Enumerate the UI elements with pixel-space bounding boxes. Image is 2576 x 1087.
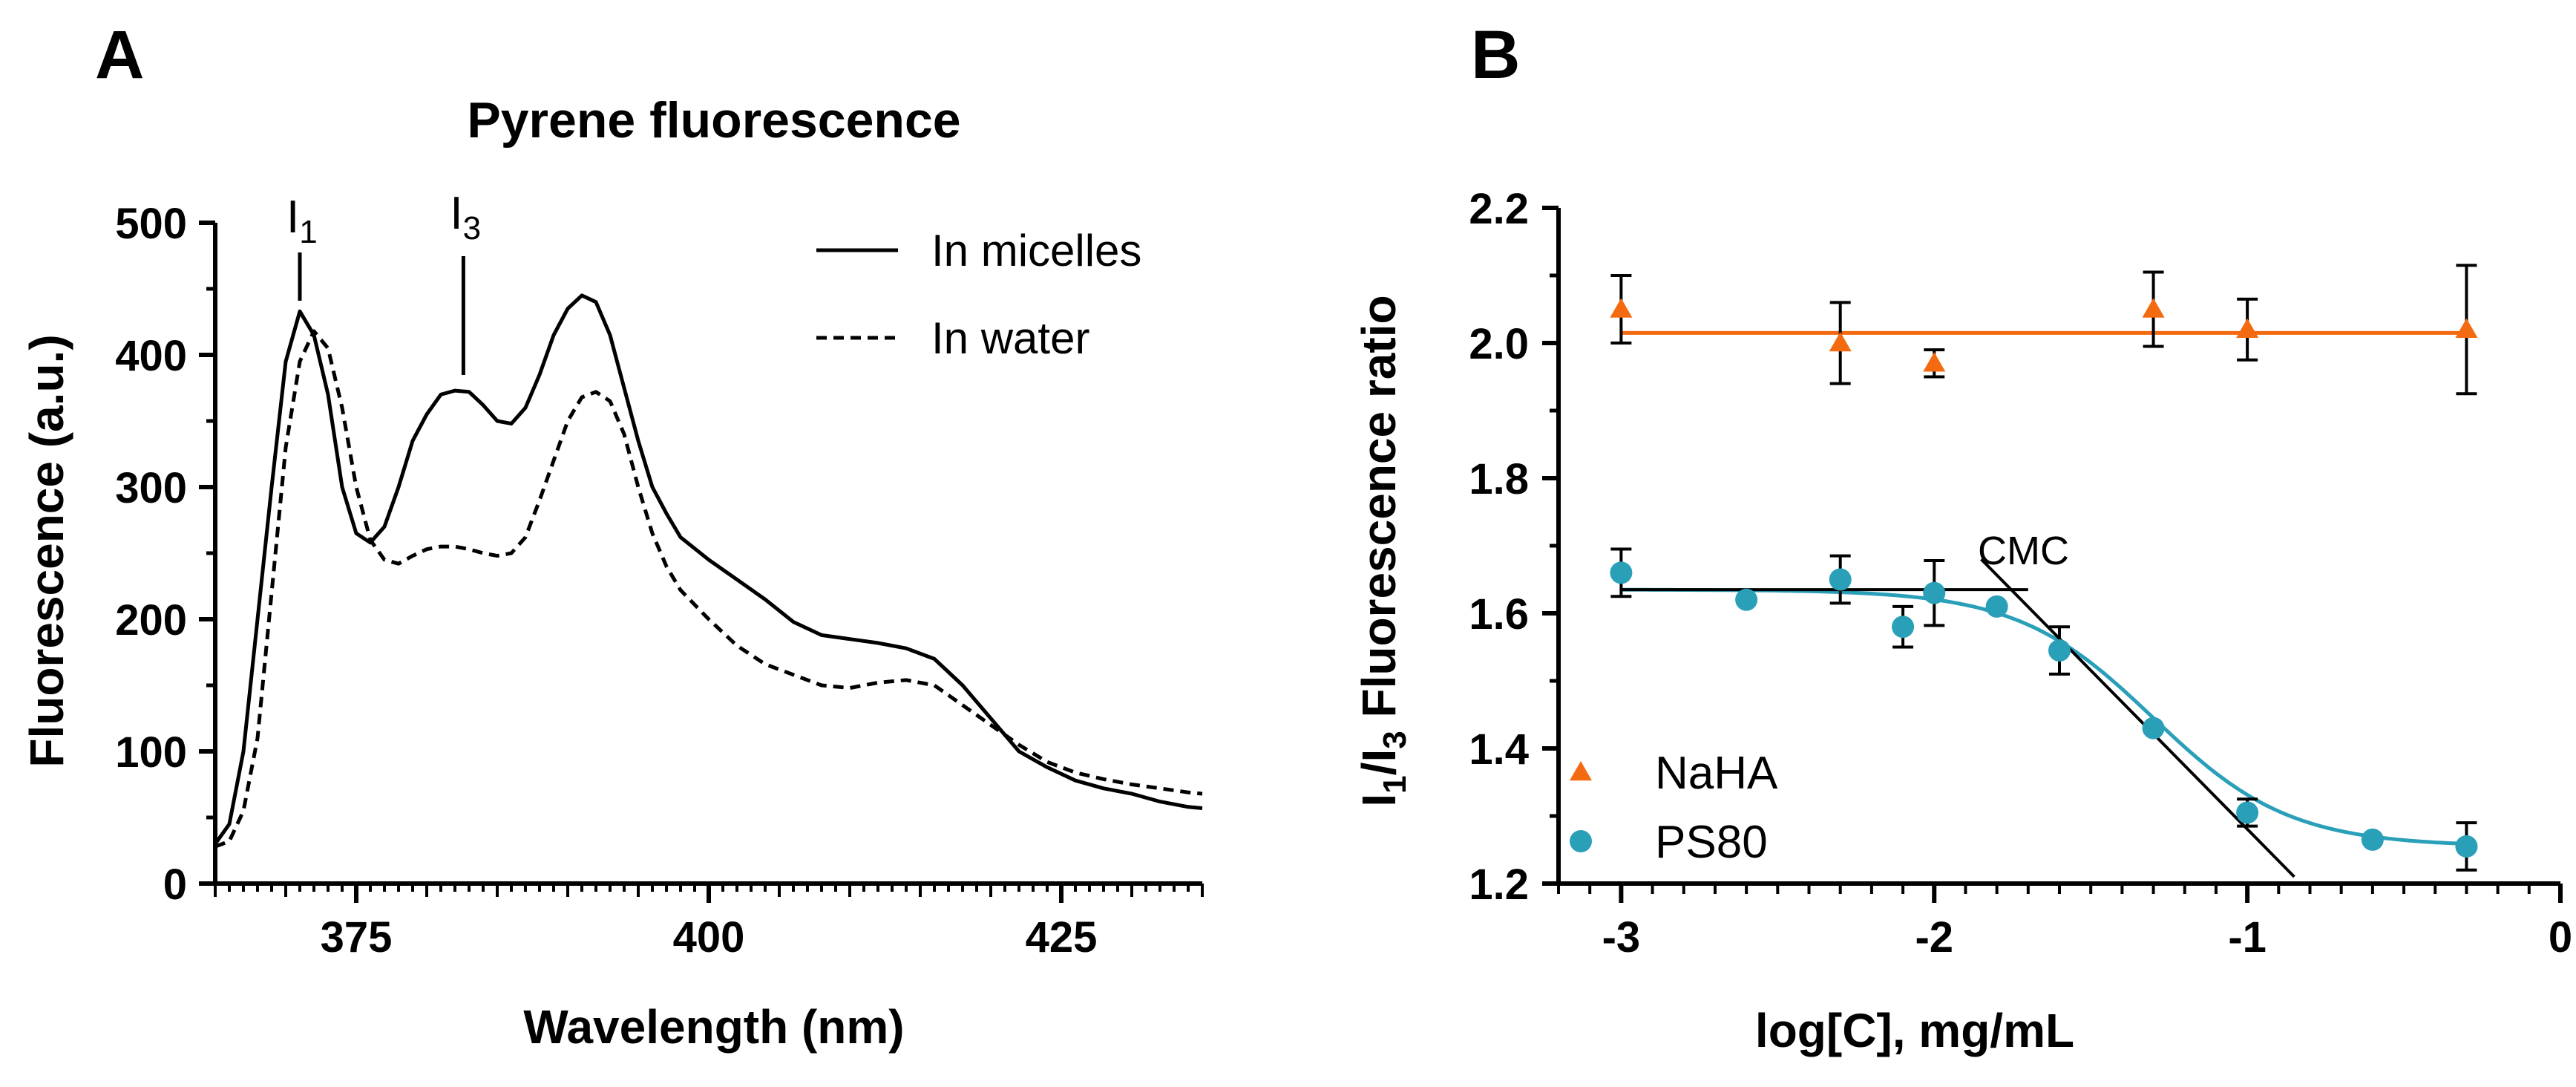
chart-b-point-ps80 (2361, 828, 2384, 851)
chart-a-peak-label-1: I1 (286, 192, 318, 250)
chart-a-series-water (214, 329, 1203, 849)
chart-b-legend-label: NaHA (1655, 748, 1778, 799)
chart-b-point-naha (2142, 298, 2165, 318)
panel-label-a: A (95, 17, 144, 93)
chart-b-ylabel-sub1: 1 (1377, 775, 1413, 793)
chart-a-peak-label-2: I3 (450, 188, 481, 247)
chart-b-ylabel-slash: /I (1352, 749, 1406, 776)
chart-b-xtick-label: -1 (2228, 913, 2267, 962)
chart-b-ylabel-sub3: 3 (1377, 731, 1413, 748)
chart-a-title: Pyrene fluorescence (467, 92, 960, 148)
chart-b-xtick-label: -2 (1915, 913, 1953, 962)
chart-a-ytick-label: 500 (115, 200, 187, 248)
chart-a-ytick-label: 400 (115, 332, 187, 380)
chart-b-legend-swatch-naha (1570, 761, 1592, 781)
chart-b-cmc-label: CMC (1978, 529, 2069, 573)
chart-a-ytick-label: 200 (115, 596, 187, 644)
chart-b-point-ps80 (2048, 639, 2071, 662)
chart-a-xlabel: Wavelength (nm) (523, 1000, 904, 1054)
chart-b: 1.2 1.4 1.6 1.8 2.0 2.2 -3 -2 -1 0 CMC NaHA PS80 (1469, 185, 2572, 962)
chart-b-point-ps80 (2142, 716, 2165, 740)
chart-b-point-ps80 (1985, 595, 2008, 618)
chart-b-point-naha (2455, 318, 2478, 339)
chart-a-xtick-label: 400 (673, 913, 745, 962)
chart-b-point-ps80 (1923, 581, 1946, 604)
chart-b-legend-label: PS80 (1655, 817, 1768, 868)
chart-b-point-naha (1610, 298, 1633, 318)
chart-b-point-ps80 (1892, 616, 1915, 639)
chart-a-ylabel: Fluorescence (a.u.) (20, 334, 73, 767)
chart-b-point-naha (1923, 352, 1946, 372)
chart-a-ytick-label: 0 (163, 861, 187, 909)
chart-b-ylabel-i1: I (1352, 794, 1406, 807)
chart-b-point-naha (2236, 318, 2259, 339)
chart-b-point-ps80 (1829, 568, 1852, 591)
chart-a-xtick-label: 375 (321, 913, 393, 962)
chart-a-xtick-label: 425 (1026, 913, 1098, 962)
chart-b-ylabel: I1/I3 Fluorescence ratio (1352, 295, 1413, 806)
chart-b-legend-swatch-ps80 (1570, 830, 1592, 852)
chart-a-series-micelles (213, 293, 1203, 846)
chart-b-ylabel-rest: Fluorescence ratio (1352, 295, 1406, 731)
chart-b-ytick-label: 1.8 (1469, 455, 1529, 503)
panel-label-b: B (1471, 17, 1520, 93)
chart-a-ytick-label: 300 (115, 464, 187, 512)
chart-b-cmc-line-2 (1980, 558, 2295, 878)
chart-b-ytick-label: 1.6 (1469, 590, 1529, 639)
chart-b-point-naha (1829, 332, 1852, 352)
chart-b-xlabel: log[C], mg/mL (1755, 1004, 2074, 1057)
chart-b-point-ps80 (2236, 801, 2259, 824)
chart-b-point-ps80 (1610, 561, 1633, 584)
chart-a-ytick-label: 100 (115, 728, 187, 777)
chart-b-point-ps80 (2455, 835, 2478, 858)
chart-b-xtick-label: -3 (1602, 913, 1641, 962)
chart-b-ytick-label: 1.2 (1469, 861, 1529, 909)
chart-b-ytick-label: 2.2 (1469, 185, 1529, 233)
chart-b-ytick-label: 1.4 (1469, 725, 1529, 774)
chart-b-xtick-label: 0 (2549, 913, 2572, 962)
chart-b-point-ps80 (1735, 588, 1758, 611)
chart-b-fit-ps80 (1621, 587, 2467, 846)
chart-a-legend-label: In micelles (931, 226, 1141, 275)
chart-b-ytick-label: 2.0 (1469, 320, 1529, 368)
chart-a: 0 100 200 300 400 500 375 400 425 I1 I3 In micelles… (115, 188, 1204, 962)
chart-a-legend-label: In water (931, 313, 1089, 363)
